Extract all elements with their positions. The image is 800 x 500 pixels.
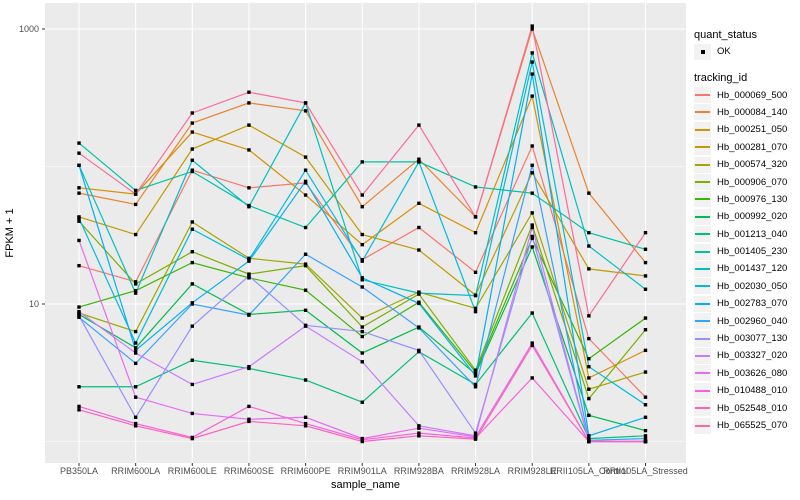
- legend-item-Hb_001437_120: Hb_001437_120: [694, 260, 798, 277]
- legend-item-Hb_002783_070: Hb_002783_070: [694, 295, 798, 312]
- x-tick-label: RRIM928LE: [508, 466, 557, 476]
- x-tick-label: RRIM600LA: [111, 466, 160, 476]
- legend-item-label: Hb_003077_130: [717, 333, 788, 345]
- legend-item-Hb_000906_070: Hb_000906_070: [694, 173, 798, 191]
- legend-item-Hb_000992_020: Hb_000992_020: [694, 208, 798, 225]
- legend-item-label: Hb_001405_230: [717, 246, 788, 258]
- legend-item-label: Hb_000906_070: [717, 176, 788, 188]
- legend-tracking-items: Hb_000069_500 Hb_000084_140 Hb_000251_050 H…: [694, 86, 798, 434]
- legend-item-label: Hb_002960_040: [717, 315, 788, 327]
- legend-item-label: Hb_000281_070: [717, 141, 788, 153]
- legend-item-Hb_000084_140: Hb_000084_140: [694, 104, 798, 121]
- legend-item-Hb_002030_050: Hb_002030_050: [694, 278, 798, 295]
- legend: quant_status OK tracking_id Hb_000069_50…: [694, 27, 798, 434]
- legend-key-ok: [694, 43, 711, 60]
- data-points: [77, 24, 648, 444]
- legend-item-label: OK: [717, 46, 731, 58]
- legend-item-Hb_003626_080: Hb_003626_080: [694, 365, 798, 382]
- ok-point-icon: [700, 49, 705, 54]
- legend-item-Hb_003077_130: Hb_003077_130: [694, 330, 798, 347]
- y-tick-label: 1000: [19, 24, 39, 34]
- legend-key-line-icon: [694, 243, 711, 260]
- x-tick-label: RRIM600PE: [281, 466, 331, 476]
- legend-item-Hb_000281_070: Hb_000281_070: [694, 139, 798, 156]
- legend-key-line-icon: [694, 382, 711, 399]
- y-tick-label: 10: [29, 299, 39, 309]
- legend-item-Hb_003327_020: Hb_003327_020: [694, 347, 798, 364]
- legend-item-label: Hb_001437_120: [717, 263, 788, 275]
- legend-item-Hb_001213_040: Hb_001213_040: [694, 226, 798, 243]
- legend-key-line-icon: [694, 208, 711, 225]
- legend-key-line-icon: [694, 313, 711, 330]
- legend-item-Hb_065525_070: Hb_065525_070: [694, 417, 798, 434]
- legend-item-label: Hb_002030_050: [717, 280, 788, 292]
- legend-item-ok: OK: [694, 43, 798, 60]
- legend-item-label: Hb_052548_010: [717, 402, 788, 414]
- legend-item-label: Hb_000992_020: [717, 211, 788, 223]
- legend-item-label: Hb_002783_070: [717, 298, 788, 310]
- legend-item-Hb_010488_010: Hb_010488_010: [694, 382, 798, 399]
- legend-item-label: Hb_000251_050: [717, 124, 788, 136]
- legend-item-label: Hb_000084_140: [717, 106, 788, 118]
- legend-key-line-icon: [694, 226, 711, 243]
- legend-item-Hb_001405_230: Hb_001405_230: [694, 243, 798, 260]
- legend-item-label: Hb_001213_040: [717, 228, 788, 240]
- legend-key-line-icon: [694, 278, 711, 295]
- legend-item-label: Hb_010488_010: [717, 385, 788, 397]
- x-tick-label: RRIM600LE: [168, 466, 217, 476]
- legend-key-line-icon: [694, 417, 711, 434]
- legend-key-line-icon: [694, 104, 711, 121]
- legend-key-line-icon: [694, 330, 711, 347]
- legend-item-Hb_000251_050: Hb_000251_050: [694, 121, 798, 138]
- legend-item-Hb_052548_010: Hb_052548_010: [694, 399, 798, 417]
- legend-key-line-icon: [694, 139, 711, 156]
- x-axis-title: sample_name: [330, 479, 401, 491]
- legend-item-label: Hb_000976_130: [717, 193, 788, 205]
- legend-title-tracking-id: tracking_id: [694, 72, 748, 85]
- legend-item-Hb_002960_040: Hb_002960_040: [694, 312, 798, 330]
- x-tick-label: RRIM928BA: [394, 466, 444, 476]
- legend-item-label: Hb_000069_500: [717, 89, 788, 101]
- x-tick-label: RRIM928LA: [451, 466, 500, 476]
- legend-key-line-icon: [694, 260, 711, 277]
- legend-item-Hb_000574_320: Hb_000574_320: [694, 156, 798, 173]
- legend-key-line-icon: [694, 87, 711, 104]
- legend-key-line-icon: [694, 156, 711, 173]
- legend-item-label: Hb_003626_080: [717, 367, 788, 379]
- legend-key-line-icon: [694, 295, 711, 312]
- legend-key-line-icon: [694, 121, 711, 138]
- legend-item-label: Hb_003327_020: [717, 350, 788, 362]
- axis-ticks: [42, 28, 646, 466]
- axis-tick-labels: 1000 10 PB350LA RRIM600LA RRIM600LE RRIM600SE…: [19, 24, 688, 476]
- x-tick-label: PB350LA: [60, 466, 98, 476]
- x-tick-label: RRII105LA_Stressed: [603, 466, 688, 476]
- legend-item-label: Hb_065525_070: [717, 420, 788, 431]
- legend-key-line-icon: [694, 191, 711, 208]
- legend-key-line-icon: [694, 347, 711, 364]
- legend-key-line-icon: [694, 174, 711, 191]
- x-tick-label: RRII105LA_Control: [550, 466, 628, 476]
- x-tick-label: RRIM901LA: [338, 466, 387, 476]
- legend-key-line-icon: [694, 400, 711, 417]
- legend-item-Hb_000069_500: Hb_000069_500: [694, 86, 798, 104]
- legend-item-Hb_000976_130: Hb_000976_130: [694, 191, 798, 208]
- legend-key-line-icon: [694, 365, 711, 382]
- x-tick-label: RRIM600SE: [224, 466, 274, 476]
- legend-item-label: Hb_000574_320: [717, 159, 788, 171]
- y-axis-title: FPKM + 1: [4, 208, 16, 258]
- legend-title-quant-status: quant_status: [694, 29, 757, 41]
